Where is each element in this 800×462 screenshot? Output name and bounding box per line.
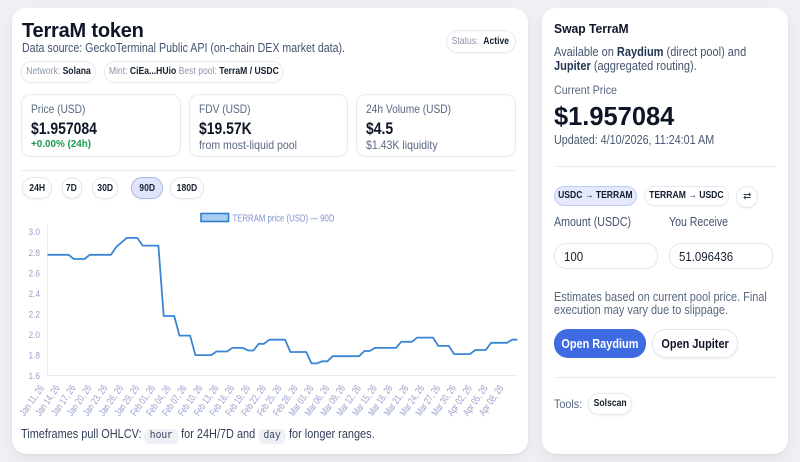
svg-text:2.4: 2.4: [29, 289, 41, 300]
svg-text:2.2: 2.2: [29, 310, 41, 321]
svg-text:2.8: 2.8: [29, 248, 41, 259]
svg-text:1.8: 1.8: [29, 351, 41, 362]
svg-text:2.0: 2.0: [29, 330, 41, 341]
svg-text:2.6: 2.6: [29, 268, 41, 279]
svg-text:3.0: 3.0: [29, 227, 41, 238]
svg-text:TERRAM price (USD) — 90D: TERRAM price (USD) — 90D: [233, 212, 335, 224]
svg-text:1.6: 1.6: [29, 371, 41, 382]
